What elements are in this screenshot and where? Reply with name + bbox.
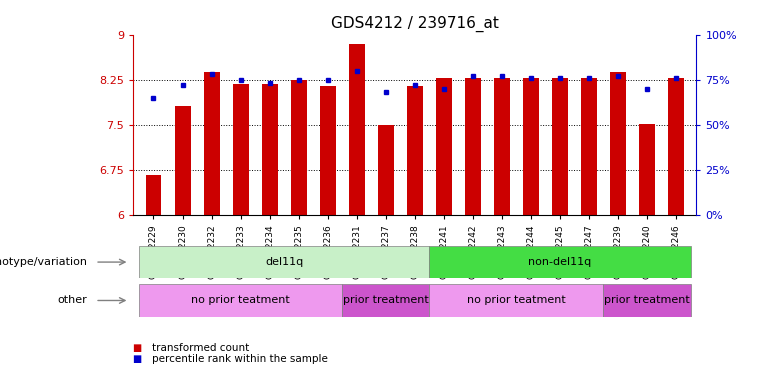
Text: ■: ■ [133, 354, 145, 364]
Bar [610, 72, 626, 215]
Bar [581, 78, 597, 215]
Bar [262, 84, 278, 215]
Bar [233, 84, 249, 215]
Bar [668, 78, 684, 215]
Text: GDS4212 / 239716_at: GDS4212 / 239716_at [331, 15, 498, 31]
Bar [603, 284, 690, 317]
Bar [429, 246, 690, 278]
Bar [377, 126, 393, 215]
Bar [291, 80, 307, 215]
Bar [204, 72, 219, 215]
Bar [552, 78, 568, 215]
Text: prior treatment: prior treatment [604, 295, 689, 306]
Text: other: other [58, 295, 88, 306]
Bar [145, 175, 161, 215]
Text: percentile rank within the sample: percentile rank within the sample [152, 354, 328, 364]
Bar [174, 106, 190, 215]
Text: transformed count: transformed count [152, 343, 250, 353]
Bar [639, 124, 655, 215]
Bar [407, 86, 422, 215]
Bar [139, 246, 429, 278]
Bar [139, 284, 342, 317]
Text: no prior teatment: no prior teatment [467, 295, 565, 306]
Text: non-del11q: non-del11q [528, 257, 591, 267]
Text: no prior teatment: no prior teatment [191, 295, 290, 306]
Bar [494, 78, 510, 215]
Bar [342, 284, 429, 317]
Bar [320, 86, 336, 215]
Bar [523, 78, 539, 215]
Text: ■: ■ [133, 343, 145, 353]
Bar [429, 284, 603, 317]
Text: genotype/variation: genotype/variation [0, 257, 88, 267]
Bar [465, 78, 481, 215]
Text: del11q: del11q [265, 257, 303, 267]
Text: prior treatment: prior treatment [343, 295, 428, 306]
Bar [349, 44, 365, 215]
Bar [436, 78, 452, 215]
